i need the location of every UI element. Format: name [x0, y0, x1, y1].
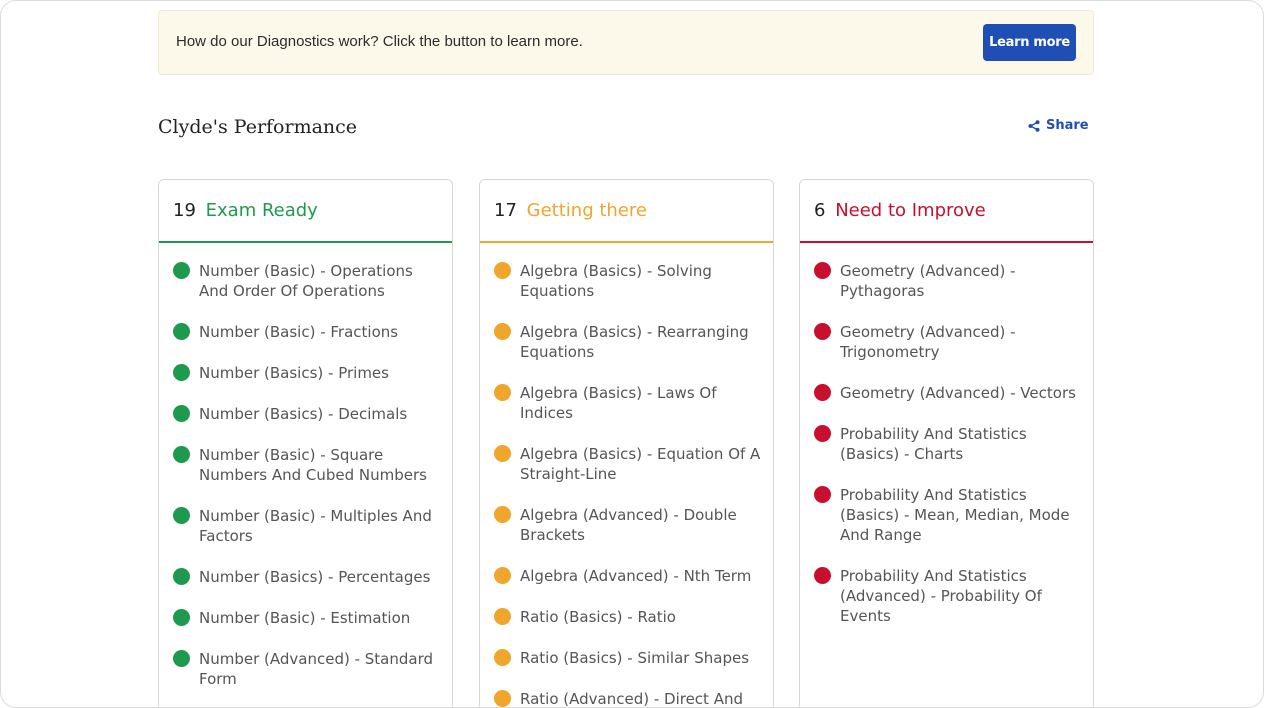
topic-item: Number (Basic) - Multiples And Factors	[173, 506, 440, 546]
topic-label: Probability And Statistics (Basics) - Ch…	[840, 425, 1027, 463]
column-count: 6	[814, 200, 826, 221]
status-dot-icon	[173, 446, 190, 463]
status-dot-icon	[494, 384, 511, 401]
topic-item: Geometry (Advanced) - Trigonometry	[814, 322, 1081, 362]
status-dot-icon	[814, 384, 831, 401]
topic-label: Number (Basic) - Operations And Order Of…	[199, 262, 413, 300]
topic-label: Probability And Statistics (Basics) - Me…	[840, 486, 1070, 544]
topic-item: Ratio (Basics) - Similar Shapes	[494, 648, 761, 668]
status-dot-icon	[173, 568, 190, 585]
topic-list: Number (Basic) - Operations And Order Of…	[159, 243, 452, 689]
topic-label: Ratio (Advanced) - Direct And	[520, 690, 743, 708]
topic-item: Ratio (Advanced) - Direct And	[494, 689, 761, 708]
topic-item: Probability And Statistics (Basics) - Me…	[814, 485, 1081, 545]
topic-label: Ratio (Basics) - Similar Shapes	[520, 649, 750, 667]
topic-item: Number (Basic) - Operations And Order Of…	[173, 261, 440, 301]
status-dot-icon	[494, 445, 511, 462]
topic-label: Algebra (Advanced) - Nth Term	[520, 567, 752, 585]
column-label: Exam Ready	[205, 200, 318, 221]
topic-item: Number (Advanced) - Standard Form	[173, 649, 440, 689]
banner-text: How do our Diagnostics work? Click the b…	[176, 33, 583, 50]
topic-label: Algebra (Basics) - Solving Equations	[520, 262, 712, 300]
status-dot-icon	[814, 262, 831, 279]
topic-label: Number (Advanced) - Standard Form	[199, 650, 434, 688]
status-dot-icon	[494, 506, 511, 523]
topic-label: Algebra (Basics) - Laws Of Indices	[520, 384, 717, 422]
status-dot-icon	[814, 425, 831, 442]
topic-item: Number (Basics) - Percentages	[173, 567, 440, 587]
status-dot-icon	[173, 650, 190, 667]
status-dot-icon	[494, 608, 511, 625]
column-header: 6 Need to Improve	[800, 180, 1093, 243]
status-dot-icon	[173, 262, 190, 279]
getting-there-column: 17 Getting there Algebra (Basics) - Solv…	[479, 179, 774, 708]
topic-label: Number (Basic) - Square Numbers And Cube…	[199, 446, 427, 484]
topic-label: Ratio (Basics) - Ratio	[520, 608, 676, 626]
topic-label: Number (Basics) - Primes	[199, 364, 389, 382]
topic-label: Probability And Statistics (Advanced) - …	[840, 567, 1042, 625]
topic-label: Algebra (Advanced) - Double Brackets	[520, 506, 737, 544]
status-dot-icon	[173, 609, 190, 626]
column-header: 17 Getting there	[480, 180, 773, 243]
status-dot-icon	[494, 690, 511, 707]
topic-label: Geometry (Advanced) - Pythagoras	[840, 262, 1016, 300]
topic-item: Number (Basic) - Estimation	[173, 608, 440, 628]
exam-ready-column: 19 Exam Ready Number (Basic) - Operation…	[158, 179, 453, 707]
need-to-improve-column: 6 Need to Improve Geometry (Advanced) - …	[799, 179, 1094, 707]
column-label: Getting there	[526, 200, 647, 221]
topic-item: Algebra (Basics) - Equation Of A Straigh…	[494, 444, 761, 484]
topic-label: Number (Basic) - Fractions	[199, 323, 399, 341]
column-header: 19 Exam Ready	[159, 180, 452, 243]
topic-label: Number (Basic) - Multiples And Factors	[199, 507, 432, 545]
topic-list: Geometry (Advanced) - Pythagoras Geometry…	[800, 243, 1093, 626]
share-button[interactable]: Share	[1028, 118, 1089, 133]
topic-item: Number (Basics) - Decimals	[173, 404, 440, 424]
column-count: 19	[173, 200, 196, 221]
status-dot-icon	[494, 262, 511, 279]
status-dot-icon	[814, 567, 831, 584]
status-dot-icon	[173, 507, 190, 524]
learn-more-button[interactable]: Learn more	[983, 24, 1076, 61]
topic-item: Geometry (Advanced) - Vectors	[814, 383, 1081, 403]
topic-item: Algebra (Basics) - Solving Equations	[494, 261, 761, 301]
topic-item: Algebra (Basics) - Rearranging Equations	[494, 322, 761, 362]
topic-item: Algebra (Advanced) - Nth Term	[494, 566, 761, 586]
share-icon	[1028, 119, 1040, 132]
topic-label: Number (Basic) - Estimation	[199, 609, 411, 627]
topic-item: Geometry (Advanced) - Pythagoras	[814, 261, 1081, 301]
topic-item: Algebra (Basics) - Laws Of Indices	[494, 383, 761, 423]
diagnostics-info-banner: How do our Diagnostics work? Click the b…	[158, 10, 1094, 75]
column-count: 17	[494, 200, 517, 221]
topic-label: Geometry (Advanced) - Trigonometry	[840, 323, 1016, 361]
status-dot-icon	[494, 323, 511, 340]
status-dot-icon	[814, 486, 831, 503]
status-dot-icon	[494, 649, 511, 666]
topic-item: Ratio (Basics) - Ratio	[494, 607, 761, 627]
status-dot-icon	[494, 567, 511, 584]
topic-item: Algebra (Advanced) - Double Brackets	[494, 505, 761, 545]
topic-list: Algebra (Basics) - Solving Equations Alge…	[480, 243, 773, 708]
topic-item: Number (Basic) - Square Numbers And Cube…	[173, 445, 440, 485]
page-title: Clyde's Performance	[158, 116, 358, 138]
topic-item: Number (Basic) - Fractions	[173, 322, 440, 342]
status-dot-icon	[173, 405, 190, 422]
column-label: Need to Improve	[835, 200, 986, 221]
topic-label: Algebra (Basics) - Rearranging Equations	[520, 323, 749, 361]
topic-label: Algebra (Basics) - Equation Of A Straigh…	[520, 445, 761, 483]
topic-label: Geometry (Advanced) - Vectors	[840, 384, 1076, 402]
status-dot-icon	[814, 323, 831, 340]
topic-item: Probability And Statistics (Basics) - Ch…	[814, 424, 1081, 464]
topic-label: Number (Basics) - Decimals	[199, 405, 408, 423]
topic-label: Number (Basics) - Percentages	[199, 568, 431, 586]
share-label: Share	[1046, 118, 1089, 133]
topic-item: Number (Basics) - Primes	[173, 363, 440, 383]
status-dot-icon	[173, 323, 190, 340]
status-dot-icon	[173, 364, 190, 381]
topic-item: Probability And Statistics (Advanced) - …	[814, 566, 1081, 626]
